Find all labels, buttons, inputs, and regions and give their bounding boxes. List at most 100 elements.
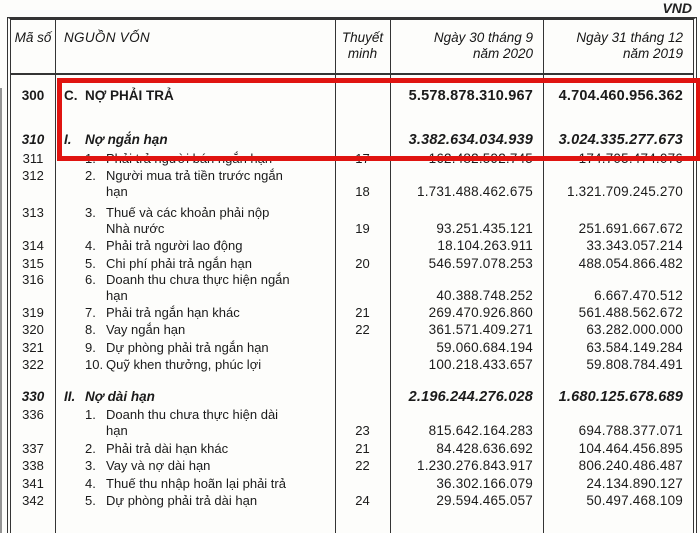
row-prefix: 8. (85, 322, 96, 337)
table-header-row: Mã số NGUỒN VỐN Thuyết minh Ngày 30 thán… (11, 20, 693, 75)
row-value-2020: 546.597.078.253 (428, 256, 533, 271)
table-row: 342 5. Dự phòng phải trả dài hạn 24 29.5… (11, 493, 693, 509)
table-body: 300 C. NỢ PHẢI TRẢ 5.578.878.310.967 4.7… (11, 88, 693, 509)
liabilities-table: Mã số NGUỒN VỐN Thuyết minh Ngày 30 thán… (7, 17, 700, 533)
row-code: 321 (22, 340, 44, 355)
row-name-cell: 5. Dự phòng phải trả dài hạn (55, 493, 335, 509)
column-divider (335, 20, 336, 533)
row-code: 313 (22, 205, 44, 220)
row-name-cell: 5. Chi phí phải trả ngắn hạn (55, 256, 335, 272)
table-row: 337 2. Phải trả dài hạn khác 21 84.428.6… (11, 441, 693, 457)
row-value-2020: 3.382.634.034.939 (408, 132, 533, 148)
row-code: 312 (22, 168, 44, 183)
table-row: 319 7. Phải trả ngắn hạn khác 21 269.470… (11, 305, 693, 321)
row-name: Vay và nợ dài hạn (106, 458, 211, 473)
row-name: Doanh thu chưa thực hiện dài hạn (106, 407, 279, 438)
row-prefix: 5. (85, 256, 96, 271)
row-name: Vay ngắn hạn (106, 322, 186, 337)
row-name-cell: II. Nợ dài hạn (55, 389, 335, 405)
row-code: 341 (22, 476, 44, 491)
table-row: 321 9. Dự phòng phải trả ngắn hạn 59.060… (11, 340, 693, 356)
row-name: Dự phòng phải trả dài hạn (106, 493, 258, 508)
row-prefix: II. (64, 389, 76, 404)
row-prefix: C. (64, 88, 78, 103)
table-row: 314 4. Phải trả người lao động 18.104.26… (11, 238, 693, 254)
row-note: 17 (355, 151, 370, 166)
row-name-cell: 3. Thuế và các khoản phải nộp Nhà nước (55, 205, 335, 237)
row-value-2019: 694.788.377.071 (578, 423, 683, 438)
row-code: 320 (22, 322, 44, 337)
row-value-2019: 59.808.784.491 (586, 357, 683, 372)
table-row: 336 1. Doanh thu chưa thực hiện dài hạn … (11, 407, 693, 439)
row-prefix: 9. (85, 340, 96, 355)
table-row: 316 6. Doanh thu chưa thực hiện ngắn hạn… (11, 272, 693, 304)
scan-edge-artifact (0, 88, 2, 533)
row-value-2020: 2.196.244.276.028 (408, 389, 533, 405)
row-code: 311 (22, 151, 44, 166)
row-value-2020: 5.578.878.310.967 (408, 88, 533, 104)
table-row: 310 I. Nợ ngắn hạn 3.382.634.034.939 3.0… (11, 132, 693, 148)
row-prefix: 10. (85, 357, 104, 372)
row-value-2020: 162.482.592.745 (428, 151, 533, 166)
row-value-2019: 4.704.460.956.362 (558, 88, 683, 104)
row-name-cell: 2. Phải trả dài hạn khác (55, 441, 335, 457)
row-name: Nợ ngắn hạn (85, 132, 168, 147)
table-row: 341 4. Thuế thu nhập hoãn lại phải trả 3… (11, 476, 693, 492)
row-value-2019: 24.134.890.127 (586, 476, 683, 491)
row-value-2019: 6.667.470.512 (594, 288, 683, 303)
row-name: Phải trả dài hạn khác (106, 441, 229, 456)
row-code: 337 (22, 441, 44, 456)
row-value-2020: 36.302.166.079 (436, 476, 533, 491)
row-name-cell: 2. Người mua trả tiền trước ngắn hạn (55, 168, 335, 200)
row-name-cell: 9. Dự phòng phải trả ngắn hạn (55, 340, 335, 356)
row-name: Dự phòng phải trả ngắn hạn (106, 340, 269, 355)
table-row: 320 8. Vay ngắn hạn 22 361.571.409.271 6… (11, 322, 693, 338)
row-value-2020: 18.104.263.911 (437, 238, 533, 253)
row-name: Chi phí phải trả ngắn hạn (106, 256, 252, 271)
row-code: 300 (21, 88, 45, 103)
table-row: 315 5. Chi phí phải trả ngắn hạn 20 546.… (11, 256, 693, 272)
row-note: 22 (355, 322, 370, 337)
row-prefix: 3. (85, 458, 96, 473)
row-code: 319 (22, 305, 44, 320)
header-period-2019: Ngày 31 tháng 12 năm 2019 (576, 30, 683, 61)
table-row: 312 2. Người mua trả tiền trước ngắn hạn… (11, 168, 693, 200)
row-value-2019: 33.343.057.214 (586, 238, 683, 253)
row-value-2019: 488.054.866.482 (578, 256, 683, 271)
row-note: 24 (355, 493, 370, 508)
row-value-2020: 269.470.926.860 (428, 305, 533, 320)
row-value-2019: 251.691.667.672 (578, 221, 683, 236)
row-name-cell: 1. Doanh thu chưa thực hiện dài hạn (55, 407, 335, 439)
row-value-2020: 84.428.636.692 (436, 441, 533, 456)
table-row: 338 3. Vay và nợ dài hạn 22 1.230.276.84… (11, 458, 693, 474)
column-divider (55, 20, 56, 533)
header-code: Mã số (14, 30, 52, 45)
row-code: 336 (22, 407, 44, 422)
row-name: Phải trả người bán ngắn hạn (106, 151, 273, 166)
row-code: 322 (22, 357, 44, 372)
row-value-2019: 63.282.000.000 (586, 322, 683, 337)
row-value-2020: 1.731.488.462.675 (416, 184, 533, 199)
row-value-2020: 815.642.164.283 (428, 423, 533, 438)
row-name: Phải trả người lao động (106, 238, 243, 253)
row-code: 338 (22, 458, 44, 473)
row-value-2020: 100.218.433.657 (428, 357, 533, 372)
currency-label: VND (662, 0, 692, 16)
row-note: 22 (355, 458, 370, 473)
row-value-2020: 59.060.684.194 (436, 340, 533, 355)
row-note: 21 (355, 441, 370, 456)
header-name: NGUỒN VỐN (64, 30, 150, 45)
row-value-2019: 104.464.456.895 (578, 441, 683, 456)
row-prefix: I. (64, 132, 72, 147)
row-name-cell: 6. Doanh thu chưa thực hiện ngắn hạn (55, 272, 335, 304)
row-name: NỢ PHẢI TRẢ (85, 88, 174, 103)
column-divider (543, 20, 544, 533)
row-name: Quỹ khen thưởng, phúc lợi (106, 357, 262, 372)
row-name: Nợ dài hạn (85, 389, 155, 404)
row-prefix: 2. (85, 441, 96, 456)
row-value-2019: 174.705.474.076 (578, 151, 683, 166)
row-name-cell: 4. Thuế thu nhập hoãn lại phải trả (55, 476, 335, 492)
row-value-2019: 50.497.468.109 (586, 493, 683, 508)
table-row: 322 10. Quỹ khen thưởng, phúc lợi 100.21… (11, 357, 693, 373)
